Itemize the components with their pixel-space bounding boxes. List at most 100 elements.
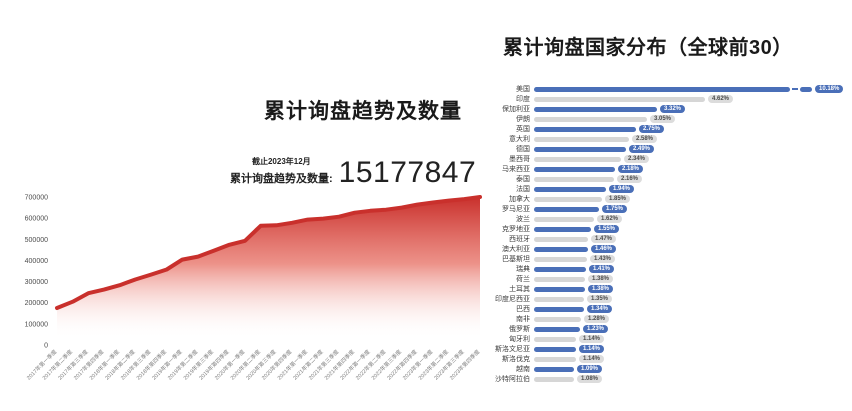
bar-row: 意大利 2.58%	[480, 134, 852, 144]
country-label: 美国	[516, 85, 530, 93]
country-bar[interactable]	[534, 256, 587, 262]
country-bar[interactable]	[534, 366, 574, 372]
country-label: 俄罗斯	[509, 325, 530, 333]
country-bar[interactable]	[534, 216, 594, 222]
country-bar[interactable]	[534, 146, 626, 152]
y-tick-label: 600000	[25, 216, 48, 223]
trend-area[interactable]	[57, 197, 480, 345]
bar-row: 罗马尼亚 1.75%	[480, 204, 852, 214]
country-bar[interactable]	[534, 356, 576, 362]
country-bar[interactable]	[534, 156, 621, 162]
value-badge: 10.18%	[815, 84, 844, 94]
country-label: 波兰	[516, 215, 530, 223]
country-label: 克罗地亚	[502, 225, 530, 233]
y-tick-label: 700000	[25, 195, 48, 202]
value-badge: 2.58%	[632, 134, 658, 144]
country-bar[interactable]	[534, 326, 580, 332]
country-bar[interactable]	[534, 196, 602, 202]
country-bar[interactable]	[534, 166, 615, 172]
country-bar[interactable]	[534, 346, 576, 352]
bar-row: 克罗地亚 1.55%	[480, 224, 852, 234]
country-bar[interactable]	[534, 236, 588, 242]
bar-row: 德国 2.49%	[480, 144, 852, 154]
value-badge: 1.94%	[609, 184, 635, 194]
country-bar[interactable]	[534, 296, 584, 302]
trend-area-chart[interactable]: 0 100000 200000 300000 400000 500000 600000 700…	[2, 186, 494, 410]
country-bar[interactable]	[534, 86, 790, 92]
country-bar[interactable]	[534, 336, 576, 342]
country-bar[interactable]	[534, 246, 588, 252]
country-label: 斯洛文尼亚	[495, 345, 530, 353]
country-chart-title: 累计询盘国家分布（全球前30）	[503, 37, 793, 59]
country-bar[interactable]	[534, 286, 585, 292]
value-badge: 1.14%	[579, 354, 605, 364]
country-label: 荷兰	[516, 275, 530, 283]
value-badge: 1.43%	[590, 254, 616, 264]
y-tick-label: 300000	[25, 279, 48, 286]
value-badge: 1.75%	[602, 204, 628, 214]
bar-row: 斯洛文尼亚 1.14%	[480, 344, 852, 354]
country-label: 英国	[516, 125, 530, 133]
country-bar[interactable]	[534, 266, 586, 272]
value-badge: 1.38%	[588, 284, 614, 294]
country-bar[interactable]	[534, 116, 647, 122]
value-badge: 2.18%	[618, 164, 644, 174]
country-label: 伊朗	[516, 115, 530, 123]
bar-row: 法国 1.94%	[480, 184, 852, 194]
country-label: 斯洛伐克	[502, 355, 530, 363]
y-tick-label: 100000	[25, 321, 48, 328]
value-badge: 1.14%	[579, 344, 605, 354]
country-bar[interactable]	[800, 86, 812, 92]
y-tick-label: 200000	[25, 300, 48, 307]
bar-row: 印度 4.62%	[480, 94, 852, 104]
country-label: 瑞典	[516, 265, 530, 273]
bar-row: 马来西亚 2.18%	[480, 164, 852, 174]
country-bar[interactable]	[534, 126, 636, 132]
country-bar[interactable]	[534, 176, 614, 182]
country-bar[interactable]	[534, 106, 657, 112]
stat-label: 累计询盘趋势及数量:	[230, 173, 333, 185]
country-bar[interactable]	[534, 376, 574, 382]
country-bar[interactable]	[534, 136, 629, 142]
y-tick-label: 500000	[25, 237, 48, 244]
country-bar[interactable]	[534, 186, 606, 192]
country-label: 澳大利亚	[502, 245, 530, 253]
value-badge: 1.14%	[579, 334, 605, 344]
country-label: 匈牙利	[509, 335, 530, 343]
value-badge: 2.75%	[639, 124, 665, 134]
y-tick-label: 400000	[25, 258, 48, 265]
bar-row: 英国 2.75%	[480, 124, 852, 134]
country-bar[interactable]	[534, 96, 705, 102]
country-label: 意大利	[509, 135, 530, 143]
country-label: 德国	[516, 145, 530, 153]
bar-row: 瑞典 1.41%	[480, 264, 852, 274]
value-badge: 3.32%	[660, 104, 686, 114]
country-bar[interactable]	[534, 226, 591, 232]
country-label: 法国	[516, 185, 530, 193]
country-bar[interactable]	[534, 276, 585, 282]
country-bar-chart[interactable]: 美国 10.18% 印度 4.62% 保加利亚 3.32% 伊朗 3.05% 英国 2.75% 意大…	[480, 84, 852, 384]
country-bar[interactable]	[534, 206, 599, 212]
value-badge: 1.55%	[594, 224, 620, 234]
value-badge: 1.62%	[597, 214, 623, 224]
country-label: 巴西	[516, 305, 530, 313]
value-badge: 1.35%	[587, 294, 613, 304]
trend-line	[55, 195, 482, 310]
country-label: 印度尼西亚	[495, 295, 530, 303]
bar-row: 美国 10.18%	[480, 84, 852, 94]
bar-row: 土耳其 1.38%	[480, 284, 852, 294]
bar-row: 荷兰 1.38%	[480, 274, 852, 284]
country-label: 南非	[516, 315, 530, 323]
country-bar[interactable]	[534, 306, 584, 312]
bar-row: 澳大利亚 1.46%	[480, 244, 852, 254]
value-badge: 2.49%	[629, 144, 655, 154]
country-bar[interactable]	[534, 316, 581, 322]
axis-break-dash	[792, 88, 798, 90]
country-label: 西班牙	[509, 235, 530, 243]
stat-date-note: 截止2023年12月	[251, 157, 311, 166]
value-badge: 1.23%	[583, 324, 609, 334]
value-badge: 1.46%	[591, 244, 617, 254]
total-inquiries-stat: 截止2023年12月 累计询盘趋势及数量: 15177847	[230, 156, 476, 188]
bar-row: 巴西 1.34%	[480, 304, 852, 314]
bar-row: 泰国 2.16%	[480, 174, 852, 184]
